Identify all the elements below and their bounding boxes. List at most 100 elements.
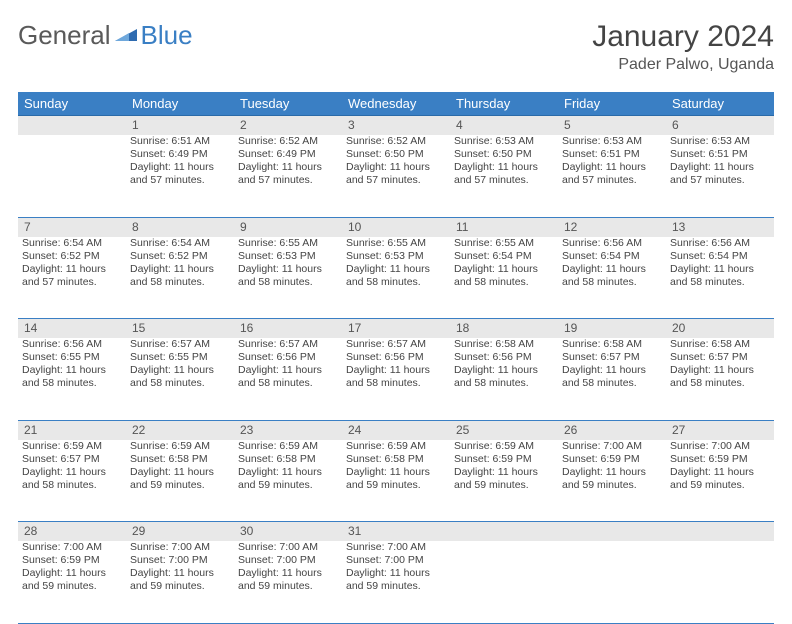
daylight-text: Daylight: 11 hours: [562, 466, 662, 479]
sunset-text: Sunset: 6:59 PM: [454, 453, 554, 466]
brand-logo: General Blue: [18, 20, 193, 51]
day-cell: Sunrise: 6:55 AMSunset: 6:54 PMDaylight:…: [450, 237, 558, 319]
day-cell: Sunrise: 6:58 AMSunset: 6:56 PMDaylight:…: [450, 338, 558, 420]
day-number: 27: [666, 420, 774, 440]
sunrise-text: Sunrise: 6:59 AM: [238, 440, 338, 453]
daylight-text: and 58 minutes.: [454, 377, 554, 390]
daylight-text: and 57 minutes.: [670, 174, 770, 187]
sunset-text: Sunset: 6:53 PM: [346, 250, 446, 263]
sunrise-text: Sunrise: 6:57 AM: [130, 338, 230, 351]
daylight-text: Daylight: 11 hours: [238, 567, 338, 580]
sunset-text: Sunset: 7:00 PM: [130, 554, 230, 567]
sunrise-text: Sunrise: 6:52 AM: [238, 135, 338, 148]
day-cell: Sunrise: 6:57 AMSunset: 6:56 PMDaylight:…: [234, 338, 342, 420]
sunrise-text: Sunrise: 6:53 AM: [562, 135, 662, 148]
daylight-text: and 58 minutes.: [22, 479, 122, 492]
day-number: 7: [18, 217, 126, 237]
daylight-text: and 59 minutes.: [22, 580, 122, 593]
day-cell: Sunrise: 6:54 AMSunset: 6:52 PMDaylight:…: [126, 237, 234, 319]
day-cell: Sunrise: 6:58 AMSunset: 6:57 PMDaylight:…: [558, 338, 666, 420]
day-number-row: 78910111213: [18, 217, 774, 237]
sunrise-text: Sunrise: 6:58 AM: [670, 338, 770, 351]
day-cell: Sunrise: 6:53 AMSunset: 6:51 PMDaylight:…: [558, 135, 666, 217]
day-cell: Sunrise: 6:56 AMSunset: 6:55 PMDaylight:…: [18, 338, 126, 420]
daylight-text: and 58 minutes.: [346, 377, 446, 390]
sunrise-text: Sunrise: 6:51 AM: [130, 135, 230, 148]
day-cell: Sunrise: 6:53 AMSunset: 6:50 PMDaylight:…: [450, 135, 558, 217]
day-number: [666, 522, 774, 542]
daylight-text: and 58 minutes.: [130, 377, 230, 390]
day-header-row: Sunday Monday Tuesday Wednesday Thursday…: [18, 92, 774, 116]
sunrise-text: Sunrise: 6:56 AM: [670, 237, 770, 250]
sunset-text: Sunset: 6:59 PM: [22, 554, 122, 567]
day-content-row: Sunrise: 6:51 AMSunset: 6:49 PMDaylight:…: [18, 135, 774, 217]
daylight-text: and 59 minutes.: [454, 479, 554, 492]
day-cell: Sunrise: 7:00 AMSunset: 7:00 PMDaylight:…: [234, 541, 342, 623]
day-cell: [450, 541, 558, 623]
sunset-text: Sunset: 6:56 PM: [238, 351, 338, 364]
day-number-row: 28293031: [18, 522, 774, 542]
day-header: Sunday: [18, 92, 126, 116]
daylight-text: Daylight: 11 hours: [346, 466, 446, 479]
daylight-text: Daylight: 11 hours: [238, 161, 338, 174]
day-number-row: 123456: [18, 116, 774, 136]
daylight-text: Daylight: 11 hours: [22, 567, 122, 580]
daylight-text: and 58 minutes.: [670, 377, 770, 390]
sunset-text: Sunset: 6:57 PM: [670, 351, 770, 364]
title-block: January 2024 Pader Palwo, Uganda: [592, 20, 774, 74]
daylight-text: Daylight: 11 hours: [130, 263, 230, 276]
day-cell: [558, 541, 666, 623]
day-cell: Sunrise: 6:54 AMSunset: 6:52 PMDaylight:…: [18, 237, 126, 319]
day-cell: Sunrise: 7:00 AMSunset: 6:59 PMDaylight:…: [666, 440, 774, 522]
day-cell: Sunrise: 6:59 AMSunset: 6:57 PMDaylight:…: [18, 440, 126, 522]
sunset-text: Sunset: 6:57 PM: [562, 351, 662, 364]
day-content-row: Sunrise: 6:59 AM Sunset: 6:57 PM Daylight:…: [18, 440, 774, 522]
daylight-text: Daylight: 11 hours: [562, 364, 662, 377]
day-header: Friday: [558, 92, 666, 116]
sunset-text: Sunset: 6:57 PM: [22, 453, 122, 466]
day-cell: Sunrise: 6:56 AMSunset: 6:54 PMDaylight:…: [666, 237, 774, 319]
sunset-text: Sunset: 6:50 PM: [346, 148, 446, 161]
sunset-text: Sunset: 6:51 PM: [562, 148, 662, 161]
daylight-text: Daylight: 11 hours: [238, 466, 338, 479]
daylight-text: and 57 minutes.: [130, 174, 230, 187]
daylight-text: Daylight: 11 hours: [670, 161, 770, 174]
sunset-text: Sunset: 6:52 PM: [130, 250, 230, 263]
sunrise-text: Sunrise: 6:55 AM: [238, 237, 338, 250]
sunrise-text: Sunrise: 6:55 AM: [454, 237, 554, 250]
daylight-text: Daylight: 11 hours: [670, 466, 770, 479]
calendar-table: Sunday Monday Tuesday Wednesday Thursday…: [18, 92, 774, 624]
daylight-text: Daylight: 11 hours: [22, 364, 122, 377]
day-number: 29: [126, 522, 234, 542]
day-cell: Sunrise: 6:55 AMSunset: 6:53 PMDaylight:…: [342, 237, 450, 319]
sunset-text: Sunset: 6:59 PM: [562, 453, 662, 466]
day-number-row: 21222324252627: [18, 420, 774, 440]
day-number: [18, 116, 126, 136]
daylight-text: Daylight: 11 hours: [562, 161, 662, 174]
day-content-row: Sunrise: 6:56 AMSunset: 6:55 PMDaylight:…: [18, 338, 774, 420]
sunrise-text: Sunrise: 6:59 AM: [346, 440, 446, 453]
sunset-text: Sunset: 6:56 PM: [346, 351, 446, 364]
daylight-text: and 57 minutes.: [22, 276, 122, 289]
sunrise-text: Sunrise: 6:52 AM: [346, 135, 446, 148]
day-number: 3: [342, 116, 450, 136]
sunrise-text: Sunrise: 7:00 AM: [346, 541, 446, 554]
day-cell: Sunrise: 6:59 AMSunset: 6:58 PMDaylight:…: [342, 440, 450, 522]
day-number: 10: [342, 217, 450, 237]
day-cell: Sunrise: 6:59 AMSunset: 6:58 PMDaylight:…: [234, 440, 342, 522]
daylight-text: and 58 minutes.: [562, 276, 662, 289]
day-header: Tuesday: [234, 92, 342, 116]
sunrise-text: Sunrise: 6:59 AM: [454, 440, 554, 453]
sunrise-text: Sunrise: 7:00 AM: [670, 440, 770, 453]
sunrise-text: Sunrise: 6:54 AM: [130, 237, 230, 250]
day-cell: [18, 135, 126, 217]
daylight-text: Daylight: 11 hours: [454, 161, 554, 174]
daylight-text: Daylight: 11 hours: [130, 161, 230, 174]
daylight-text: Daylight: 11 hours: [454, 364, 554, 377]
sunset-text: Sunset: 6:56 PM: [454, 351, 554, 364]
sunrise-text: Sunrise: 6:53 AM: [670, 135, 770, 148]
day-number: 18: [450, 319, 558, 339]
sunset-text: Sunset: 6:59 PM: [670, 453, 770, 466]
daylight-text: Daylight: 11 hours: [346, 364, 446, 377]
daylight-text: Daylight: 11 hours: [238, 263, 338, 276]
